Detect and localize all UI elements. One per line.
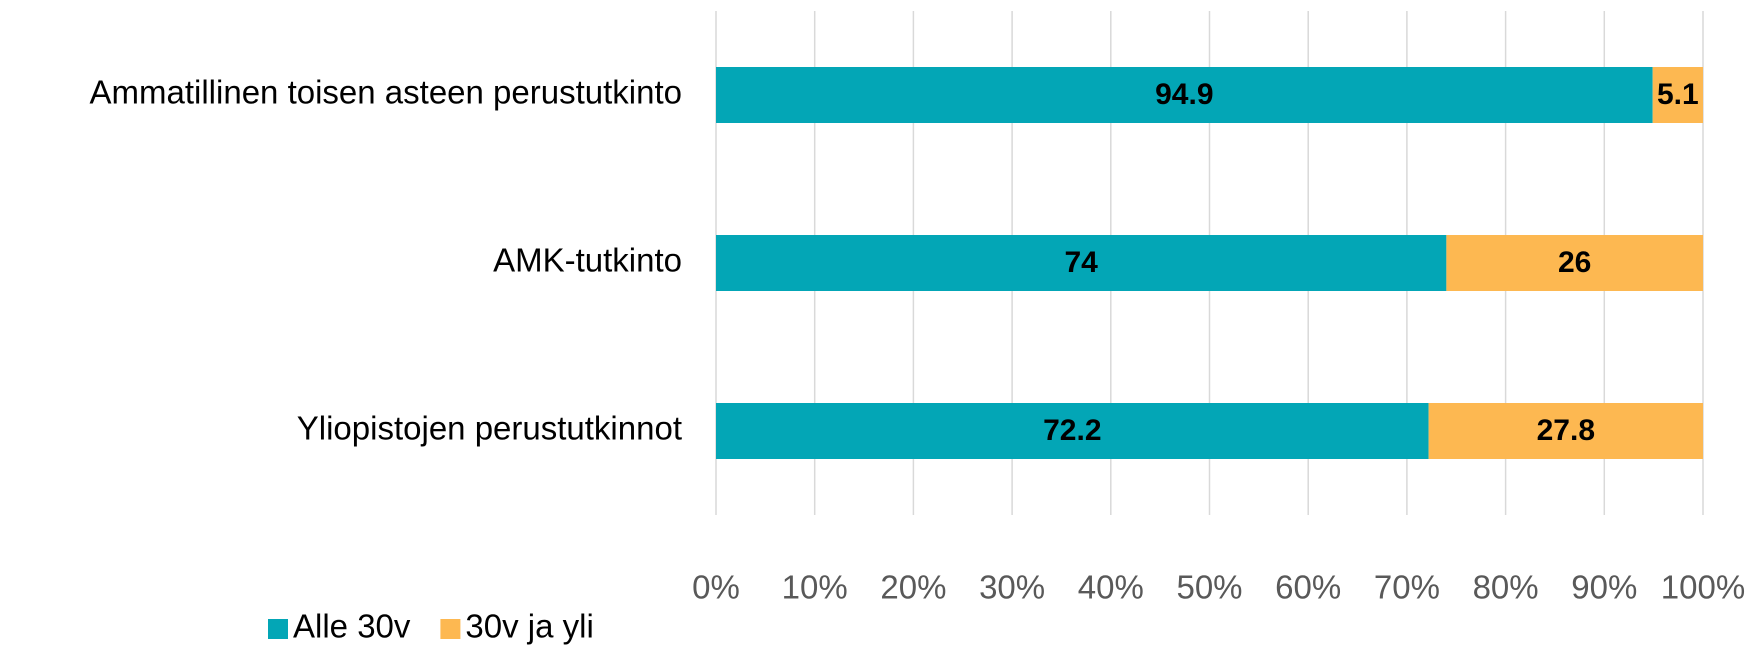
bar-segment (716, 235, 1447, 291)
x-tick-label: 50% (1176, 569, 1242, 606)
category-label: Ammatillinen toisen asteen perustutkinto (90, 74, 683, 111)
legend-label: 30v ja yli (465, 608, 593, 645)
x-tick-label: 0% (692, 569, 740, 606)
x-tick-label: 80% (1473, 569, 1539, 606)
x-tick-label: 30% (979, 569, 1045, 606)
data-label: 5.1 (1657, 78, 1699, 111)
category-label: Yliopistojen perustutkinnot (297, 410, 682, 447)
bar-segment (716, 67, 1653, 123)
data-label: 74 (1065, 246, 1099, 279)
legend-label: Alle 30v (293, 608, 411, 645)
bar-segment (716, 403, 1429, 459)
x-tick-label: 100% (1661, 569, 1745, 606)
x-tick-label: 40% (1078, 569, 1144, 606)
x-tick-label: 20% (880, 569, 946, 606)
category-label: AMK-tutkinto (493, 242, 682, 279)
data-label: 27.8 (1537, 414, 1595, 447)
x-tick-label: 60% (1275, 569, 1341, 606)
data-label: 26 (1558, 246, 1591, 279)
x-tick-label: 10% (782, 569, 848, 606)
data-label: 94.9 (1155, 78, 1213, 111)
legend-swatch (440, 619, 461, 639)
x-tick-label: 70% (1374, 569, 1440, 606)
x-tick-label: 90% (1571, 569, 1637, 606)
bar-segment (1652, 67, 1703, 123)
bar-segment (1446, 235, 1703, 291)
legend-swatch (268, 619, 288, 639)
bar-segment (1428, 403, 1703, 459)
data-label: 72.2 (1043, 414, 1101, 447)
